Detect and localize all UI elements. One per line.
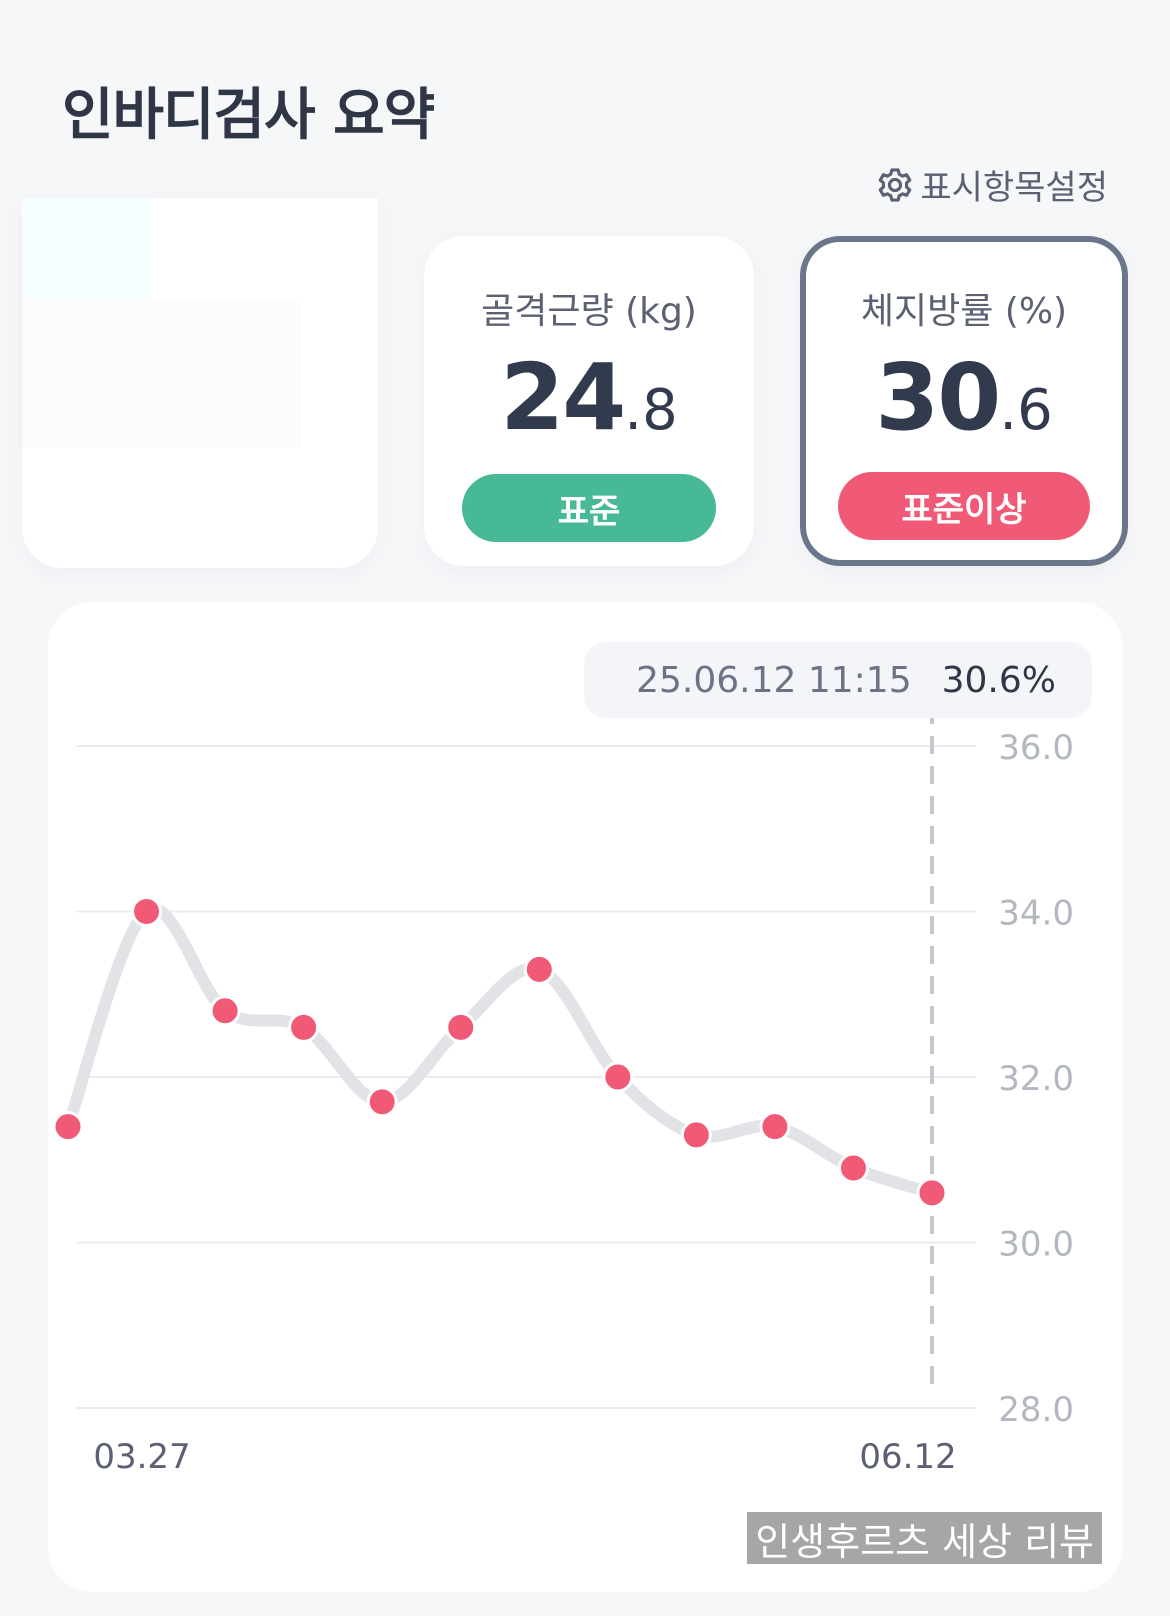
metric-value: 24.8 bbox=[424, 352, 754, 444]
metric-value-int: 30 bbox=[875, 344, 1001, 451]
y-tick-label: 32.0 bbox=[998, 1059, 1074, 1099]
x-tick-label: 06.12 bbox=[859, 1437, 956, 1477]
data-point[interactable] bbox=[445, 1011, 477, 1043]
data-point[interactable] bbox=[680, 1119, 712, 1151]
data-point[interactable] bbox=[759, 1111, 791, 1143]
tooltip-value: 30.6% bbox=[941, 659, 1056, 701]
metric-card-hidden[interactable] bbox=[22, 198, 378, 568]
page-title: 인바디검사 요약 bbox=[62, 83, 435, 148]
watermark-text: 인생후르츠 세상 리뷰 bbox=[747, 1512, 1102, 1564]
redacted-area bbox=[22, 198, 150, 298]
data-point[interactable] bbox=[602, 1061, 634, 1093]
trend-chart-card: 36.0 34.0 32.0 30.0 28.0 03.27 06.12 25.06.12 … bbox=[48, 602, 1122, 1592]
metric-card-body-fat[interactable]: 체지방률 (%) 30.6 표준이상 bbox=[800, 236, 1128, 566]
series-line bbox=[62, 903, 938, 1199]
data-point[interactable] bbox=[837, 1152, 869, 1184]
metric-value-dec: .8 bbox=[624, 378, 678, 443]
chart-tooltip: 25.06.12 11:15 30.6% bbox=[584, 642, 1092, 718]
data-point[interactable] bbox=[523, 953, 555, 985]
status-badge: 표준이상 bbox=[838, 472, 1090, 540]
x-tick-label: 03.27 bbox=[93, 1437, 190, 1477]
metric-value-int: 24 bbox=[500, 344, 626, 451]
metric-card-skeletal-muscle[interactable]: 골격근량 (kg) 24.8 표준 bbox=[424, 236, 754, 566]
y-tick-label: 34.0 bbox=[998, 894, 1074, 934]
display-settings-button[interactable]: 표시항목설정 bbox=[876, 160, 1108, 209]
data-point[interactable] bbox=[366, 1086, 398, 1118]
data-point[interactable] bbox=[52, 1111, 84, 1143]
metric-value: 30.6 bbox=[806, 352, 1122, 444]
tooltip-date: 25.06.12 11:15 bbox=[636, 659, 912, 701]
data-point[interactable] bbox=[288, 1011, 320, 1043]
metric-label: 체지방률 (%) bbox=[860, 291, 1068, 332]
metric-label: 골격근량 (kg) bbox=[481, 291, 697, 332]
data-point[interactable] bbox=[916, 1177, 948, 1209]
data-point[interactable] bbox=[209, 995, 241, 1027]
trend-chart[interactable]: 36.0 34.0 32.0 30.0 28.0 03.27 06.12 bbox=[48, 602, 1122, 1592]
y-tick-label: 36.0 bbox=[998, 728, 1074, 768]
y-tick-label: 28.0 bbox=[998, 1390, 1074, 1430]
data-point[interactable] bbox=[131, 896, 163, 927]
status-badge: 표준 bbox=[462, 474, 716, 542]
gear-icon bbox=[879, 167, 912, 202]
redacted-area bbox=[22, 298, 302, 448]
y-tick-label: 30.0 bbox=[998, 1225, 1074, 1265]
settings-label: 표시항목설정 bbox=[920, 168, 1108, 208]
metric-value-dec: .6 bbox=[999, 378, 1053, 443]
